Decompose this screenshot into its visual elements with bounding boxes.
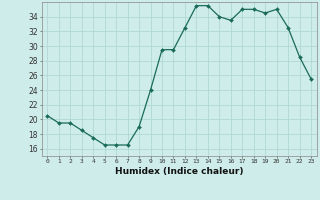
X-axis label: Humidex (Indice chaleur): Humidex (Indice chaleur) — [115, 167, 244, 176]
